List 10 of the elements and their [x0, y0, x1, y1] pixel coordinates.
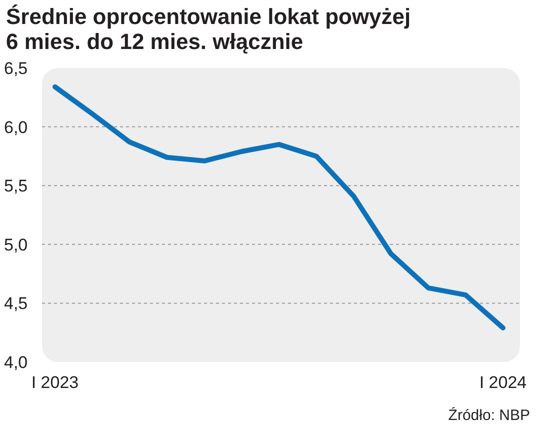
- y-tick-label: 6,5: [4, 59, 28, 78]
- y-tick-label: 4,5: [4, 294, 28, 314]
- x-tick-label: I 2024: [479, 373, 527, 392]
- y-tick-label: 4,0: [4, 353, 28, 372]
- y-tick-label: 5,0: [4, 235, 28, 254]
- x-tick-label: I 2023: [31, 373, 79, 392]
- text: Źródło: NBP: [448, 406, 530, 424]
- y-tick-label: 6,0: [4, 118, 28, 137]
- y-tick-label: 5,5: [4, 176, 28, 196]
- chart-title: Średnie oprocentowanie lokat powyżej 6 mies. do 12 mies. włącznie: [6, 4, 411, 54]
